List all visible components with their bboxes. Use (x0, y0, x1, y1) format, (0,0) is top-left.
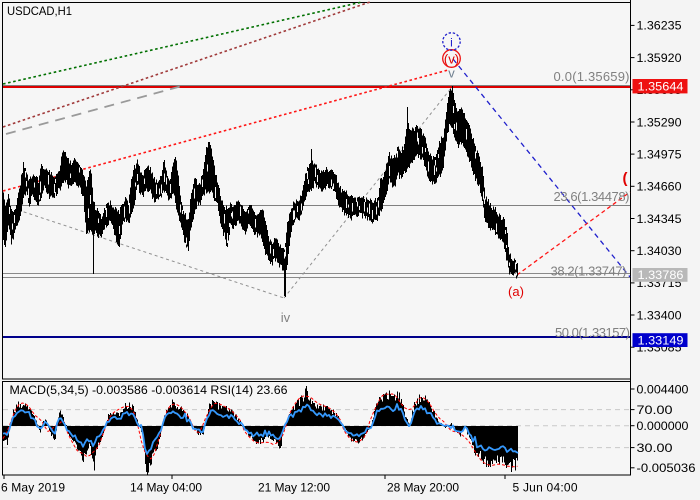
svg-text:0.0(1.35659): 0.0(1.35659) (554, 69, 630, 84)
svg-text:(: ( (623, 170, 628, 187)
svg-text:1.34660: 1.34660 (637, 180, 682, 194)
svg-text:0.004400: 0.004400 (637, 382, 689, 396)
svg-text:1.35644: 1.35644 (638, 80, 684, 94)
svg-text:1.34030: 1.34030 (637, 244, 682, 258)
svg-text:iv: iv (281, 310, 291, 325)
svg-text:i: i (450, 36, 453, 50)
svg-text:MACD(5,34,5) -0.003586 -0.0036: MACD(5,34,5) -0.003586 -0.003614 RSI(14)… (10, 383, 288, 397)
svg-text:1.34975: 1.34975 (637, 147, 682, 161)
svg-text:v: v (448, 66, 455, 81)
svg-text:38.2(1.33747): 38.2(1.33747) (551, 264, 627, 279)
svg-text:1.35290: 1.35290 (637, 115, 682, 129)
svg-text:1.36235: 1.36235 (637, 19, 682, 33)
svg-text:28 May 20:00: 28 May 20:00 (387, 481, 459, 495)
svg-text:1.33786: 1.33786 (638, 268, 684, 282)
svg-text:30.00: 30.00 (637, 441, 673, 455)
svg-text:-0.005036: -0.005036 (637, 461, 696, 475)
svg-text:1.33400: 1.33400 (637, 308, 682, 322)
svg-text:70.00: 70.00 (637, 403, 673, 417)
svg-text:6 May 2019: 6 May 2019 (1, 481, 65, 495)
svg-text:1.33149: 1.33149 (638, 333, 684, 347)
svg-text:50.0(1.33157): 50.0(1.33157) (555, 325, 630, 340)
svg-text:(v): (v) (444, 52, 459, 67)
svg-text:0.000000: 0.000000 (637, 419, 689, 433)
svg-text:(a): (a) (508, 284, 524, 299)
svg-text:1.34345: 1.34345 (637, 212, 682, 226)
svg-text:5 Jun 04:00: 5 Jun 04:00 (513, 481, 578, 495)
svg-text:21 May 12:00: 21 May 12:00 (258, 481, 330, 495)
svg-text:14 May 04:00: 14 May 04:00 (130, 481, 202, 495)
svg-text:1.35920: 1.35920 (637, 51, 682, 65)
svg-text:23.6(1.34478): 23.6(1.34478) (554, 189, 630, 204)
svg-text:USDCAD,H1: USDCAD,H1 (7, 4, 72, 18)
